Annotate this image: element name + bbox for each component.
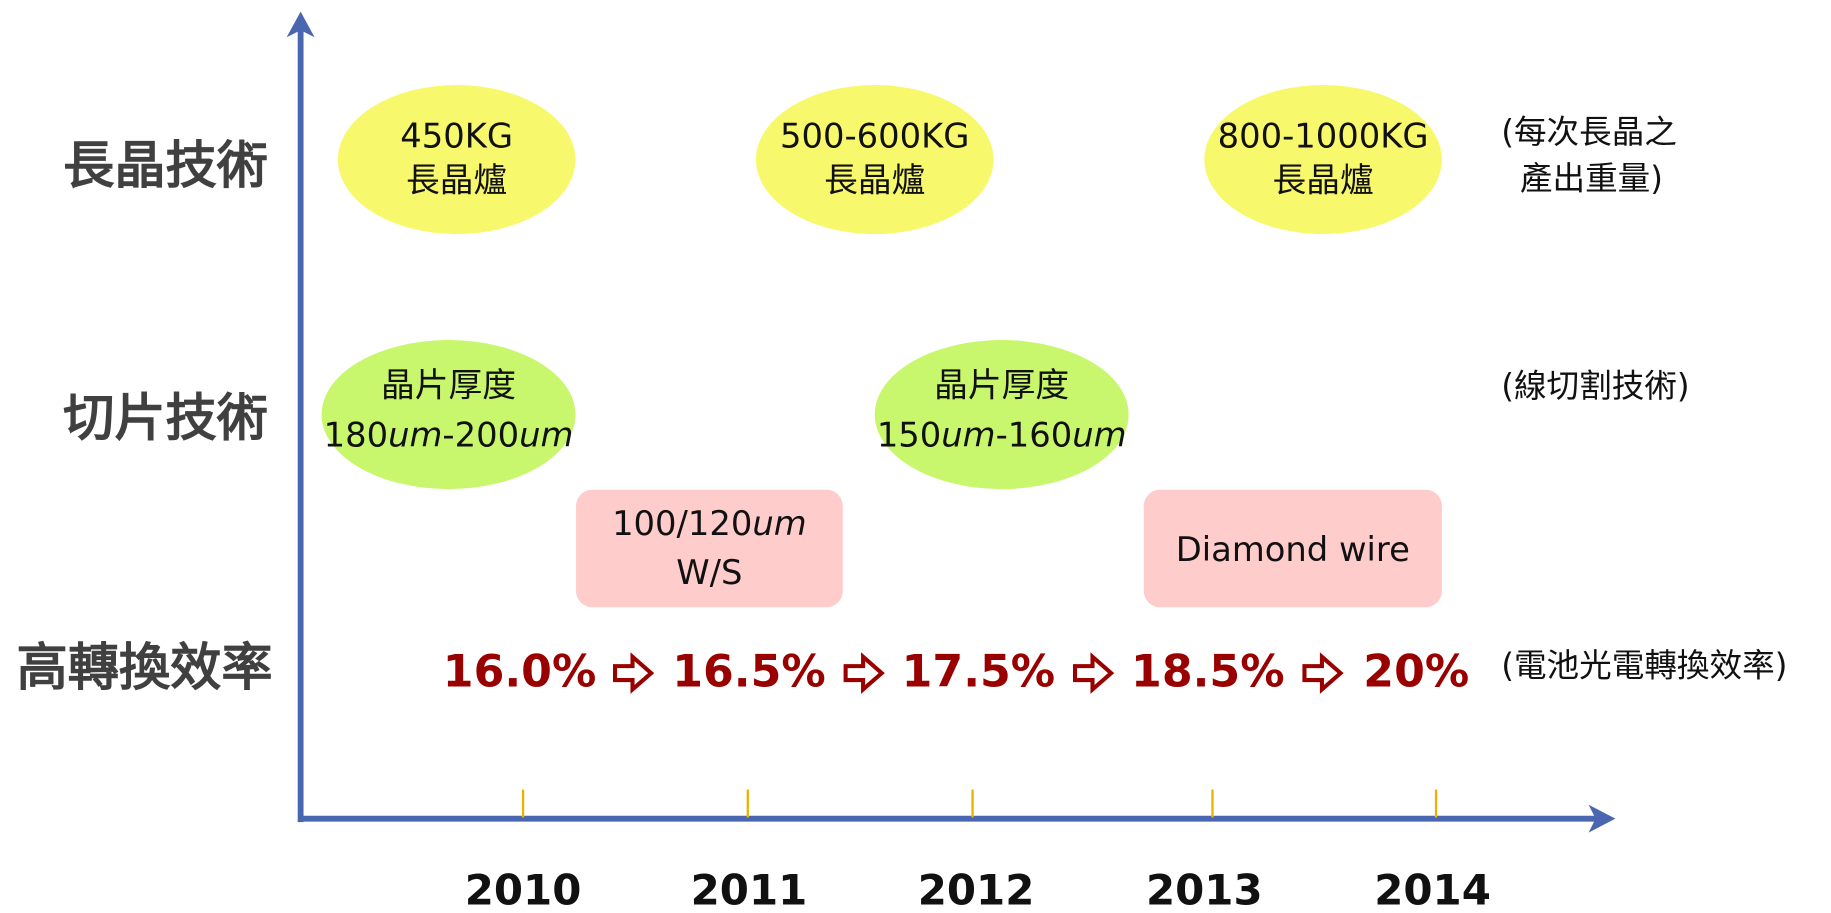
text-segment: um: [941, 415, 995, 454]
text-segment: 長晶爐: [406, 160, 507, 199]
block-text: 150um-160um: [877, 415, 1127, 454]
year-label: 2010: [465, 866, 582, 913]
row-label: 長晶技術: [63, 136, 268, 196]
text-segment: 晶片厚度: [381, 365, 516, 404]
block-text: Diamond wire: [1176, 529, 1410, 568]
arrow: [1073, 652, 1115, 694]
box: [1143, 489, 1442, 608]
arrow: [843, 652, 885, 694]
note: (線切割技術): [1501, 367, 1689, 405]
efficiency-value: 16.0%: [443, 646, 597, 697]
text-segment: W/S: [676, 553, 742, 592]
efficiency-value: 17.5%: [902, 646, 1056, 697]
block-text: 500-600KG: [780, 116, 969, 155]
row-label: 高轉換效率: [17, 638, 273, 698]
block-text: 180um-200um: [324, 415, 574, 454]
block-text: 100/120um: [612, 504, 807, 543]
block-text: 450KG: [400, 116, 513, 155]
text-segment: um: [388, 415, 442, 454]
text-segment: 晶片厚度: [934, 365, 1069, 404]
year-label: 2012: [918, 866, 1035, 913]
block-text: 長晶爐: [406, 160, 507, 199]
bubble: [755, 85, 994, 235]
text-segment: 180: [324, 415, 388, 454]
bubble: [337, 85, 576, 235]
bubble: [321, 340, 576, 490]
text-segment: -160: [996, 415, 1073, 454]
year-label: 2014: [1374, 866, 1491, 913]
block-text: 長晶爐: [1272, 160, 1373, 199]
note: (電池光電轉換效率): [1501, 646, 1787, 684]
block-text: 800-1000KG: [1218, 116, 1429, 155]
arrow: [1302, 652, 1344, 694]
bubble: [1204, 85, 1442, 235]
text-segment: 500-600KG: [780, 116, 969, 155]
text-segment: um: [1072, 415, 1126, 454]
year-label: 2013: [1146, 866, 1263, 913]
efficiency-value: 18.5%: [1131, 646, 1285, 697]
block-text: 晶片厚度: [934, 365, 1069, 404]
x-axis-arrow: [1588, 804, 1616, 833]
note: (每次長晶之: [1501, 113, 1677, 151]
box: [576, 489, 843, 608]
text-segment: um: [752, 504, 806, 543]
text-segment: 長晶爐: [1272, 160, 1373, 199]
y-axis-arrow: [286, 11, 315, 38]
text-segment: Diamond wire: [1176, 529, 1410, 568]
text-segment: 長晶爐: [824, 160, 925, 199]
block-text: 晶片厚度: [381, 365, 516, 404]
text-segment: 800-1000KG: [1218, 116, 1429, 155]
efficiency-value: 16.5%: [672, 646, 826, 697]
text-segment: 450KG: [400, 116, 513, 155]
row-label: 切片技術: [63, 389, 268, 449]
text-segment: 100/120: [612, 504, 752, 543]
text-segment: -200: [442, 415, 519, 454]
text-segment: 150: [877, 415, 941, 454]
text-segment: um: [519, 415, 573, 454]
block-text: 長晶爐: [824, 160, 925, 199]
note: 產出重量): [1520, 160, 1663, 198]
year-label: 2011: [691, 866, 808, 913]
arrow: [613, 652, 655, 694]
bubble: [874, 340, 1129, 490]
block-text: W/S: [676, 553, 742, 592]
efficiency-value: 20%: [1363, 646, 1469, 697]
